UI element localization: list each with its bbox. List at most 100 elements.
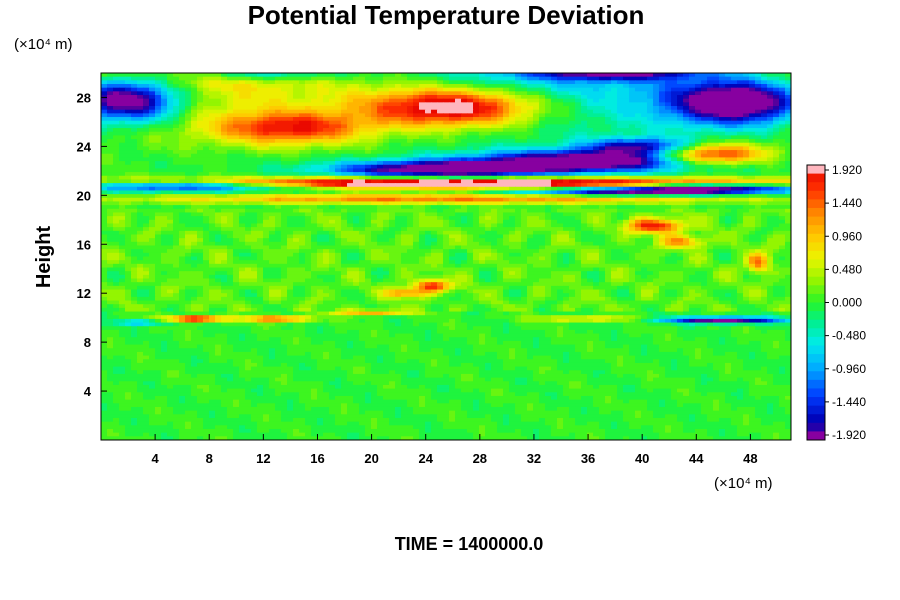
heatmap-cell bbox=[773, 164, 780, 170]
heatmap-cell bbox=[437, 197, 444, 203]
heatmap-cell bbox=[233, 95, 240, 100]
heatmap-cell bbox=[143, 230, 150, 236]
heatmap-cell bbox=[113, 172, 120, 177]
heatmap-cell bbox=[437, 124, 444, 129]
heatmap-cell bbox=[383, 164, 390, 170]
heatmap-cell bbox=[449, 208, 456, 214]
heatmap-cell bbox=[755, 227, 762, 232]
heatmap-cell bbox=[701, 201, 708, 206]
heatmap-cell bbox=[473, 109, 480, 114]
heatmap-cell bbox=[653, 179, 660, 184]
heatmap-cell bbox=[251, 164, 258, 170]
heatmap-cell bbox=[353, 223, 360, 228]
heatmap-cell bbox=[755, 183, 762, 188]
heatmap-cell bbox=[113, 212, 120, 217]
heatmap-cell bbox=[401, 146, 408, 151]
heatmap-cell bbox=[179, 106, 186, 111]
heatmap-cell bbox=[497, 124, 504, 129]
heatmap-cell bbox=[785, 197, 791, 203]
heatmap-cell bbox=[515, 87, 522, 92]
heatmap-cell bbox=[365, 205, 372, 210]
heatmap-cell bbox=[233, 91, 240, 96]
heatmap-cell bbox=[641, 109, 648, 114]
heatmap-cell bbox=[395, 117, 402, 122]
heatmap-cell bbox=[275, 124, 282, 129]
heatmap-cell bbox=[779, 139, 786, 144]
heatmap-cell bbox=[599, 109, 606, 114]
heatmap-cell bbox=[359, 172, 366, 177]
heatmap-cell bbox=[209, 73, 216, 78]
heatmap-cell bbox=[173, 128, 180, 133]
heatmap-cell bbox=[341, 128, 348, 133]
heatmap-cell bbox=[755, 212, 762, 217]
heatmap-cell bbox=[677, 197, 684, 203]
heatmap-cell bbox=[455, 106, 462, 111]
heatmap-cell bbox=[461, 128, 468, 133]
heatmap-cell bbox=[215, 227, 222, 232]
heatmap-cell bbox=[707, 109, 714, 114]
heatmap-cell bbox=[473, 172, 480, 177]
heatmap-cell bbox=[707, 205, 714, 210]
heatmap-cell bbox=[695, 95, 702, 100]
heatmap-cell bbox=[101, 146, 108, 151]
heatmap-cell bbox=[401, 120, 408, 125]
heatmap-cell bbox=[461, 124, 468, 129]
heatmap-cell bbox=[503, 157, 510, 162]
heatmap-cell bbox=[179, 208, 186, 214]
heatmap-cell bbox=[557, 142, 564, 147]
heatmap-cell bbox=[353, 80, 360, 85]
heatmap-cell bbox=[143, 124, 150, 129]
heatmap-cell bbox=[665, 157, 672, 162]
heatmap-cell bbox=[533, 216, 540, 221]
heatmap-cell bbox=[431, 98, 438, 103]
heatmap-cell bbox=[575, 161, 582, 166]
heatmap-cell bbox=[251, 113, 258, 118]
heatmap-cell bbox=[467, 106, 474, 111]
heatmap-cell bbox=[407, 76, 414, 81]
heatmap-cell bbox=[431, 216, 438, 221]
heatmap-cell bbox=[275, 230, 282, 236]
heatmap-cell bbox=[491, 216, 498, 221]
heatmap-cell bbox=[161, 208, 168, 214]
heatmap-cell bbox=[221, 91, 228, 96]
heatmap-cell bbox=[479, 212, 486, 217]
heatmap-cell bbox=[671, 113, 678, 118]
heatmap-cell bbox=[179, 197, 186, 203]
heatmap-cell bbox=[209, 84, 216, 89]
heatmap-cell bbox=[779, 91, 786, 96]
heatmap-cell bbox=[785, 98, 791, 103]
heatmap-cell bbox=[257, 98, 264, 103]
heatmap-cell bbox=[479, 186, 486, 192]
heatmap-cell bbox=[227, 201, 234, 206]
heatmap-cell bbox=[215, 146, 222, 151]
heatmap-cell bbox=[251, 168, 258, 173]
heatmap-cell bbox=[191, 117, 198, 122]
heatmap-cell bbox=[257, 183, 264, 188]
heatmap-cell bbox=[707, 227, 714, 232]
heatmap-cell bbox=[689, 179, 696, 184]
heatmap-cell bbox=[473, 219, 480, 225]
heatmap-cell bbox=[209, 168, 216, 173]
heatmap-cell bbox=[173, 142, 180, 147]
heatmap-cell bbox=[329, 87, 336, 92]
heatmap-cell bbox=[695, 102, 702, 107]
heatmap-cell bbox=[611, 212, 618, 217]
heatmap-cell bbox=[779, 135, 786, 140]
heatmap-cell bbox=[389, 183, 396, 188]
heatmap-cell bbox=[773, 186, 780, 192]
heatmap-cell bbox=[701, 157, 708, 162]
heatmap-cell bbox=[431, 212, 438, 217]
heatmap-cell bbox=[425, 84, 432, 89]
heatmap-cell bbox=[353, 172, 360, 177]
heatmap-cell bbox=[419, 150, 426, 155]
heatmap-cell bbox=[263, 157, 270, 162]
heatmap-cell bbox=[197, 172, 204, 177]
heatmap-cell bbox=[377, 183, 384, 188]
heatmap-cell bbox=[497, 175, 504, 181]
heatmap-cell bbox=[779, 216, 786, 221]
heatmap-cell bbox=[767, 179, 774, 184]
heatmap-cell bbox=[407, 216, 414, 221]
heatmap-cell bbox=[695, 212, 702, 217]
heatmap-cell bbox=[299, 175, 306, 181]
heatmap-cell bbox=[359, 186, 366, 192]
